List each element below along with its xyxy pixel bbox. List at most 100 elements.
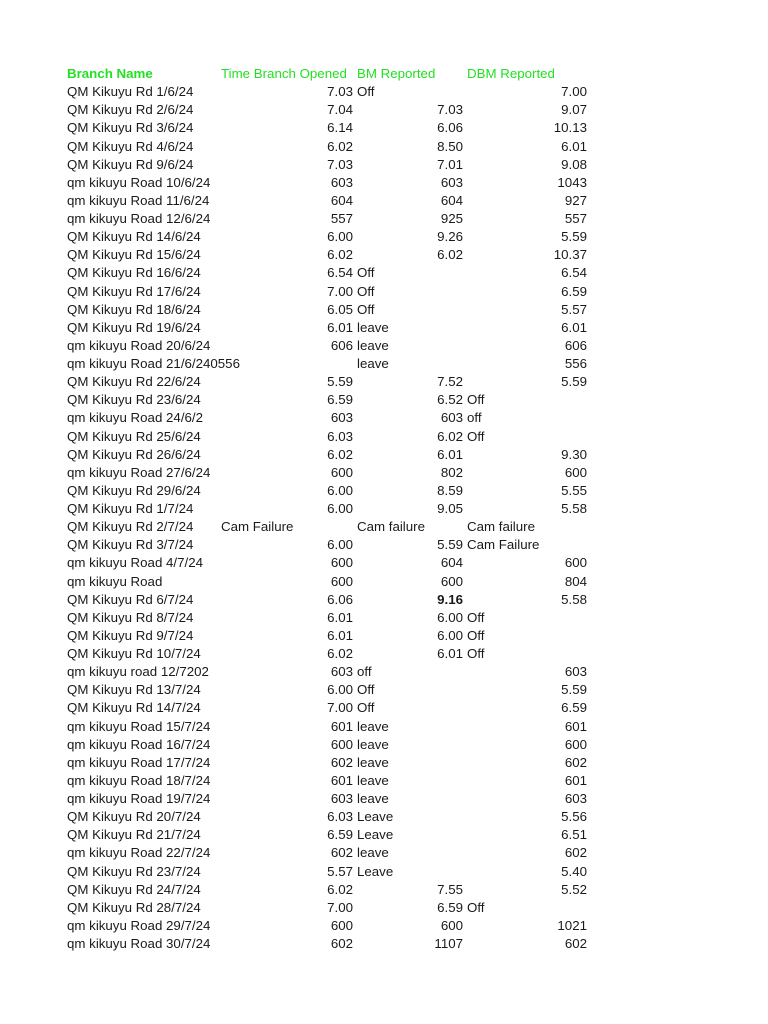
time-opened-cell[interactable]: 6.00 (327, 537, 353, 553)
dbm-reported-cell[interactable]: 5.52 (561, 881, 587, 897)
dbm-reported-cell[interactable]: Cam failure (467, 519, 535, 535)
bm-reported-cell[interactable]: Leave (357, 809, 394, 825)
branch-name-cell[interactable]: QM Kikuyu Rd 20/7/24 (67, 809, 201, 825)
branch-name-cell[interactable]: qm kikuyu Road (67, 573, 163, 589)
time-opened-cell[interactable]: 7.00 (327, 283, 353, 299)
dbm-reported-cell[interactable]: 7.00 (561, 84, 587, 100)
bm-reported-cell[interactable]: 9.16 (437, 591, 463, 607)
dbm-reported-cell[interactable]: 5.56 (561, 809, 587, 825)
branch-name-cell[interactable]: QM Kikuyu Rd 4/6/24 (67, 138, 194, 154)
bm-reported-cell[interactable]: 7.55 (437, 881, 463, 897)
bm-reported-cell[interactable]: Leave (357, 827, 394, 843)
time-opened-cell[interactable]: 602 (330, 754, 353, 770)
bm-reported-cell[interactable]: leave (357, 845, 389, 861)
branch-name-cell[interactable]: qm kikuyu Road 24/6/2 (67, 410, 204, 426)
time-opened-cell[interactable]: 7.00 (327, 899, 353, 915)
time-opened-cell[interactable]: 603 (330, 174, 353, 190)
branch-name-cell[interactable]: QM Kikuyu Rd 14/6/24 (67, 229, 201, 245)
dbm-reported-cell[interactable]: 601 (564, 772, 587, 788)
bm-reported-cell[interactable]: Off (357, 283, 375, 299)
bm-reported-cell[interactable]: 7.01 (437, 156, 463, 172)
dbm-reported-cell[interactable]: 606 (564, 337, 587, 353)
dbm-reported-cell[interactable]: 5.40 (561, 863, 587, 879)
bm-reported-cell[interactable]: 603 (440, 174, 463, 190)
time-opened-cell[interactable]: 6.03 (327, 809, 353, 825)
time-opened-cell[interactable]: 6.14 (327, 120, 353, 136)
bm-reported-cell[interactable]: 7.52 (437, 374, 463, 390)
time-opened-cell[interactable]: 6.05 (327, 301, 353, 317)
header-dbm-reported[interactable]: DBM Reported (467, 66, 555, 81)
dbm-reported-cell[interactable]: 1043 (557, 174, 587, 190)
branch-name-cell[interactable]: QM Kikuyu Rd 10/7/24 (67, 646, 201, 661)
dbm-reported-cell[interactable]: Cam Failure (467, 537, 540, 553)
header-time-branch-opened[interactable]: Time Branch Opened (221, 66, 347, 81)
bm-reported-cell[interactable]: 8.59 (437, 482, 463, 498)
time-opened-cell[interactable]: 603 (330, 664, 353, 680)
dbm-reported-cell[interactable]: 602 (564, 936, 587, 951)
branch-name-cell[interactable]: qm kikuyu Road 22/7/24 (67, 845, 211, 861)
bm-reported-cell[interactable]: 604 (440, 555, 463, 571)
bm-reported-cell[interactable]: 925 (440, 211, 463, 226)
branch-name-cell[interactable]: QM Kikuyu Rd 26/6/24 (67, 446, 201, 462)
time-opened-cell[interactable]: 603 (330, 410, 353, 426)
bm-reported-cell[interactable]: leave (357, 718, 389, 734)
bm-reported-cell[interactable]: Off (357, 84, 375, 100)
time-opened-cell[interactable] (219, 355, 355, 373)
bm-reported-cell[interactable]: 9.05 (437, 501, 463, 516)
dbm-reported-cell[interactable]: 5.58 (561, 501, 587, 516)
branch-name-cell[interactable]: QM Kikuyu Rd 25/6/24 (67, 428, 201, 444)
dbm-reported-cell[interactable]: 9.30 (561, 446, 587, 462)
time-opened-cell[interactable]: 6.06 (327, 591, 353, 607)
time-opened-cell[interactable]: 6.03 (327, 428, 353, 444)
branch-name-cell[interactable]: QM Kikuyu Rd 6/7/24 (67, 591, 194, 607)
dbm-reported-cell[interactable]: 6.59 (561, 700, 587, 716)
time-opened-cell[interactable]: 5.59 (327, 374, 353, 390)
branch-name-cell[interactable]: QM Kikuyu Rd 8/7/24 (67, 609, 194, 625)
dbm-reported-cell[interactable]: 5.57 (561, 301, 587, 317)
bm-reported-cell[interactable]: Off (357, 265, 375, 281)
branch-name-cell[interactable]: qm kikuyu Road 21/6/240556 (67, 356, 240, 371)
time-opened-cell[interactable]: 600 (330, 917, 353, 933)
dbm-reported-cell[interactable]: Off (467, 392, 485, 408)
time-opened-cell[interactable]: 7.04 (327, 102, 353, 118)
dbm-reported-cell[interactable]: Off (467, 646, 485, 661)
bm-reported-cell[interactable]: leave (357, 736, 389, 752)
bm-reported-cell[interactable]: 9.26 (437, 229, 463, 245)
dbm-reported-cell[interactable]: Off (467, 627, 485, 643)
bm-reported-cell[interactable]: off (357, 664, 372, 680)
dbm-reported-cell[interactable]: 5.59 (561, 682, 587, 698)
dbm-reported-cell[interactable]: 6.59 (561, 283, 587, 299)
bm-reported-cell[interactable]: 8.50 (437, 138, 463, 154)
bm-reported-cell[interactable]: leave (357, 319, 389, 335)
time-opened-cell[interactable]: 6.02 (327, 446, 353, 462)
bm-reported-cell[interactable]: leave (357, 754, 389, 770)
time-opened-cell[interactable]: 6.59 (327, 392, 353, 408)
dbm-reported-cell[interactable]: Off (467, 428, 485, 444)
branch-name-cell[interactable]: QM Kikuyu Rd 9/7/24 (67, 627, 194, 643)
bm-reported-cell[interactable]: leave (357, 356, 389, 371)
time-opened-cell[interactable]: 6.01 (327, 319, 353, 335)
time-opened-cell[interactable]: 6.00 (327, 682, 353, 698)
bm-reported-cell[interactable]: 6.52 (437, 392, 463, 408)
branch-name-cell[interactable]: qm kikuyu Road 17/7/24 (67, 754, 211, 770)
dbm-reported-cell[interactable]: 6.51 (561, 827, 587, 843)
dbm-reported-cell[interactable]: 5.58 (561, 591, 587, 607)
dbm-reported-cell[interactable]: 600 (564, 555, 587, 571)
dbm-reported-cell[interactable]: off (467, 410, 482, 426)
dbm-reported-cell[interactable]: 10.37 (553, 247, 587, 263)
branch-name-cell[interactable]: QM Kikuyu Rd 23/6/24 (67, 392, 201, 408)
time-opened-cell[interactable]: 602 (330, 936, 353, 951)
time-opened-cell[interactable]: 600 (330, 464, 353, 480)
time-opened-cell[interactable]: 600 (330, 573, 353, 589)
time-opened-cell[interactable]: 557 (330, 211, 353, 226)
dbm-reported-cell[interactable]: 602 (564, 754, 587, 770)
time-opened-cell[interactable]: 6.59 (327, 827, 353, 843)
dbm-reported-cell[interactable]: 5.59 (561, 374, 587, 390)
time-opened-cell[interactable]: 7.03 (327, 84, 353, 100)
time-opened-cell[interactable]: Cam Failure (221, 519, 294, 535)
bm-reported-cell[interactable]: 603 (440, 410, 463, 426)
branch-name-cell[interactable]: qm kikuyu Road 12/6/24 (67, 211, 211, 226)
branch-name-cell[interactable]: QM Kikuyu Rd 17/6/24 (67, 283, 201, 299)
time-opened-cell[interactable]: 6.02 (327, 646, 353, 661)
branch-name-cell[interactable]: QM Kikuyu Rd 1/6/24 (67, 84, 194, 100)
